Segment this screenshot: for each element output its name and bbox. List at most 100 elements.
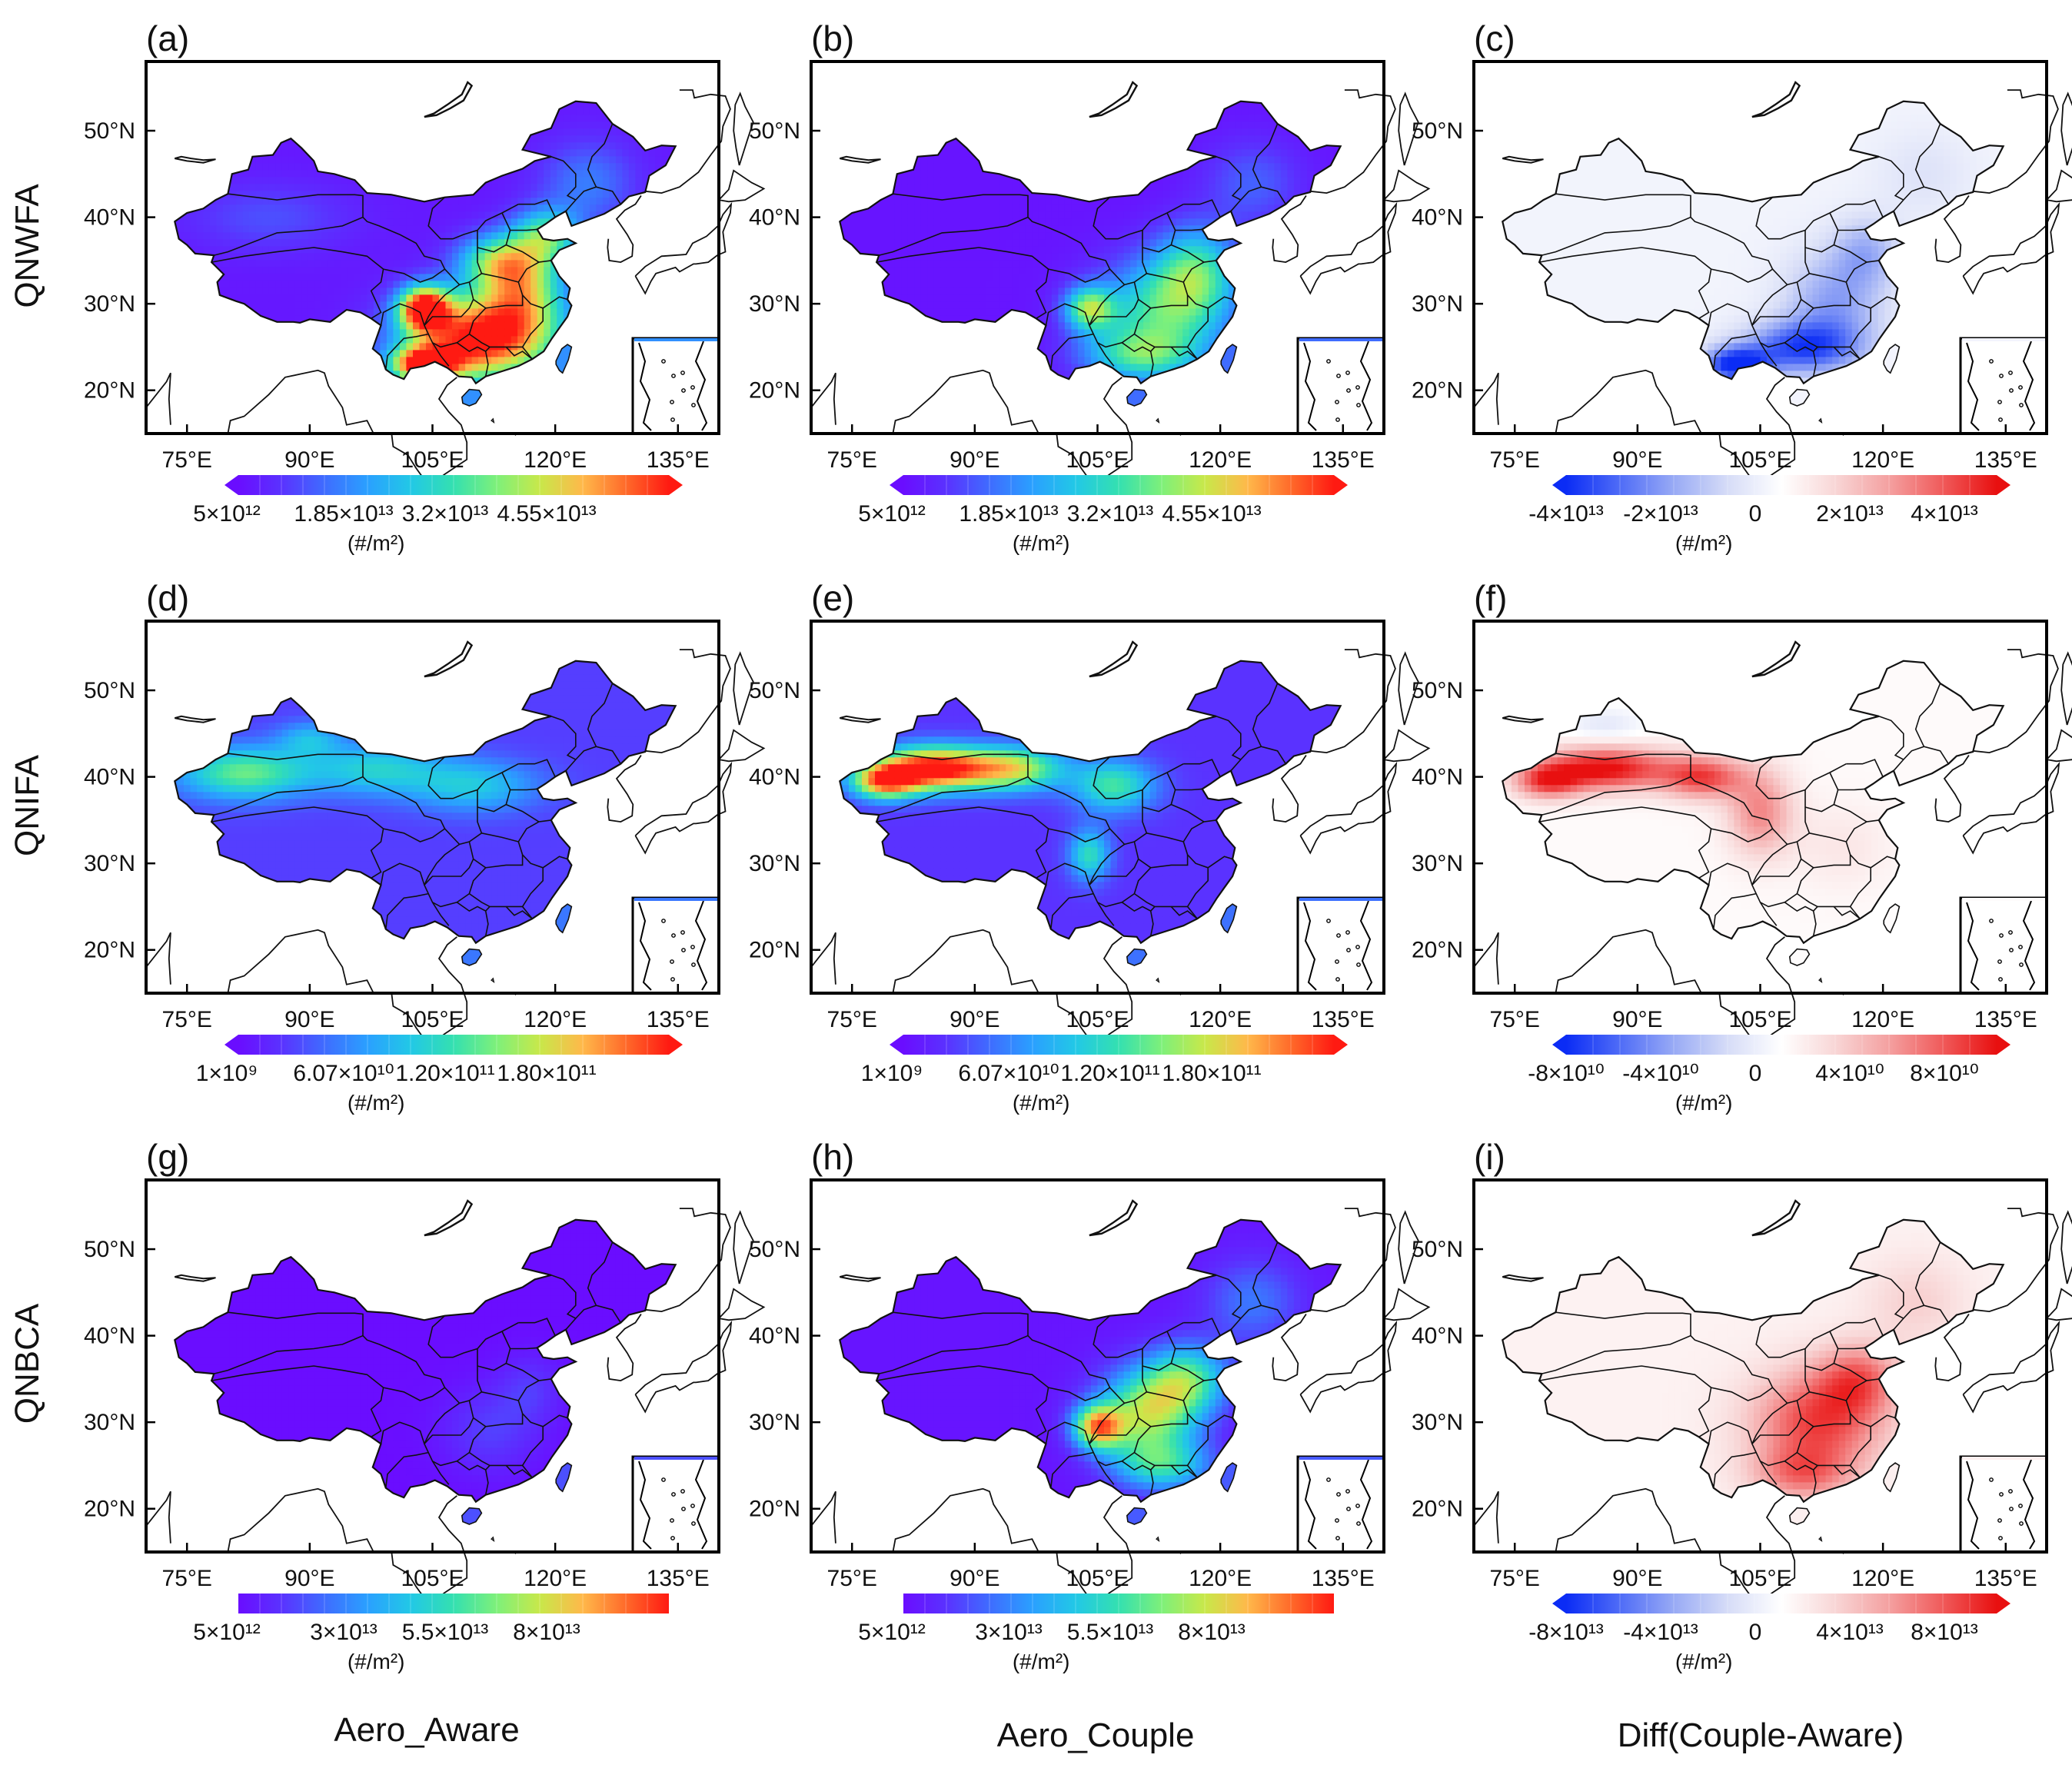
field-cell [478,190,486,198]
field-cell [386,273,394,281]
field-cell [628,162,636,171]
field-cell [216,197,224,205]
field-cell [380,321,387,330]
field-cell [281,169,289,178]
field-cell [920,231,928,240]
field-cell [576,128,584,136]
field-cell [642,148,650,157]
field-cell [933,307,941,316]
field-cell [914,294,922,302]
field-cell [190,238,198,247]
field-cell [914,224,922,233]
field-cell [249,176,257,184]
field-cell [491,294,499,302]
field-cell [914,287,922,295]
field-cell [314,301,322,309]
field-cell [993,273,1000,281]
field-cell [262,266,270,274]
field-cell [966,238,974,247]
field-cell [537,162,544,171]
field-cell [413,342,421,351]
field-cell [888,224,896,233]
field-cell [504,183,512,191]
field-cell [465,356,473,364]
field-cell [386,231,394,240]
field-cell [419,314,427,323]
field-cell [360,252,368,261]
field-cell [953,204,961,212]
field-cell [452,218,460,226]
field-cell [537,328,544,337]
field-cell [537,273,544,281]
field-cell [544,218,551,226]
field-cell [933,183,941,191]
field-cell [314,169,322,178]
field-cell [570,128,577,136]
field-cell [386,211,394,219]
field-cell [491,273,499,281]
field-cell [966,211,974,219]
field-cell [875,224,883,233]
field-cell [399,259,407,268]
field-cell [281,238,289,247]
field-cell [242,224,250,233]
field-cell [999,252,1006,261]
field-cell [993,301,1000,309]
field-cell [914,190,922,198]
field-cell [511,238,518,247]
field-cell [334,238,341,247]
field-cell [1006,224,1013,233]
inset-island [671,374,676,378]
field-cell [413,294,421,302]
field-cell [458,363,466,371]
field-cell [458,252,466,261]
field-cell [563,148,570,157]
field-cell [966,294,974,302]
field-cell [406,328,414,337]
field-cell [262,231,270,240]
field-cell [946,294,954,302]
field-cell [642,176,650,184]
field-cell [478,335,486,344]
field-cell [380,273,387,281]
field-cell [933,204,941,212]
field-cell [484,370,492,378]
field-cell [294,280,302,288]
field-cell [615,148,623,157]
field-cell [583,148,590,157]
field-cell [236,176,244,184]
field-cell [946,204,954,212]
field-cell [960,224,967,233]
field-cell [268,197,276,205]
field-cell [491,342,499,351]
field-cell [347,183,354,191]
field-cell [504,280,512,288]
field-cell [933,314,941,323]
field-cell [328,287,335,295]
field-cell [465,266,473,274]
field-cell [399,273,407,281]
field-cell [497,349,505,357]
field-cell [973,273,980,281]
field-cell [184,238,191,247]
field-cell [946,301,954,309]
field-cell [393,266,401,274]
inset-island [690,385,695,390]
field-cell [530,190,538,198]
field-cell [275,259,283,268]
field-cell [426,321,434,330]
field-cell [589,190,597,198]
field-cell [268,218,276,226]
field-cell [249,294,257,302]
field-cell [197,231,205,240]
field-cell [197,218,205,226]
field-cell [517,335,525,344]
field-cell [242,238,250,247]
field-cell [881,231,889,240]
field-cell [596,169,604,178]
field-cell [946,148,954,157]
field-cell [406,266,414,274]
field-cell [530,321,538,330]
field-cell [993,183,1000,191]
field-cell [288,169,296,178]
